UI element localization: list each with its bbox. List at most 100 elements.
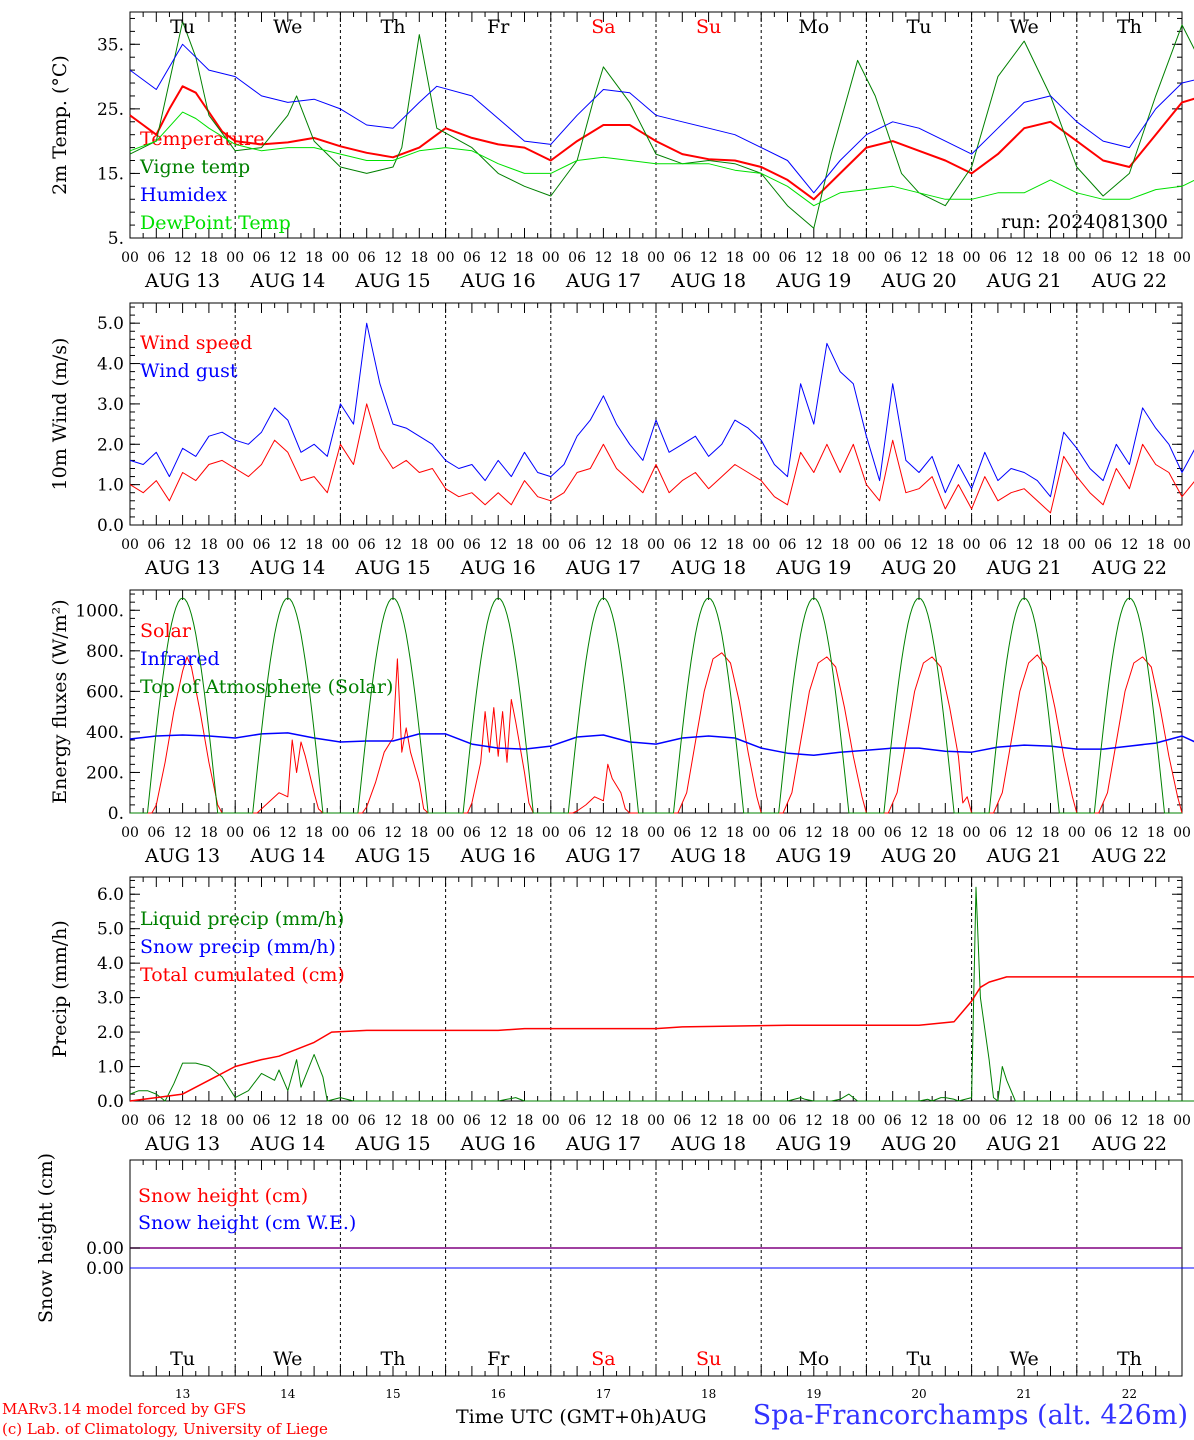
hour-tick-label: 18 <box>305 825 323 841</box>
hour-tick-label: 06 <box>989 1113 1007 1129</box>
hour-tick-label: 00 <box>1068 1113 1086 1129</box>
hour-tick-label: 18 <box>1042 537 1060 553</box>
hour-tick-label: 06 <box>779 537 797 553</box>
hour-tick-label: 12 <box>805 1113 823 1129</box>
hour-tick-label: 00 <box>1173 250 1191 266</box>
hour-tick-label: 18 <box>936 825 954 841</box>
hour-tick-label: 00 <box>752 537 770 553</box>
y-tick-label: 0.00 <box>86 1259 124 1279</box>
y-tick-label: 4.0 <box>97 355 124 375</box>
hour-tick-label: 18 <box>831 825 849 841</box>
hour-tick-label: 12 <box>279 825 297 841</box>
date-label: AUG 13 <box>144 1133 220 1155</box>
hour-tick-label: 06 <box>568 537 586 553</box>
hour-tick-label: 12 <box>279 250 297 266</box>
hour-tick-label: 12 <box>594 1113 612 1129</box>
hour-tick-label: 06 <box>884 537 902 553</box>
hour-tick-label: 12 <box>910 825 928 841</box>
legend-entry: Humidex <box>140 184 227 206</box>
y-tick-label: 0.00 <box>86 1239 124 1259</box>
date-label: AUG 21 <box>986 270 1062 292</box>
hour-tick-label: 12 <box>594 537 612 553</box>
day-number: 14 <box>280 1387 296 1401</box>
hour-tick-label: 00 <box>752 250 770 266</box>
legend-entry: DewPoint Temp <box>140 212 291 234</box>
legend-entry: Wind gust <box>140 360 238 382</box>
hour-tick-label: 12 <box>279 537 297 553</box>
hour-tick-label: 12 <box>174 250 192 266</box>
date-label: AUG 16 <box>460 270 536 292</box>
hour-tick-label: 06 <box>673 825 691 841</box>
y-tick-label: 15. <box>97 164 124 184</box>
legend-entry: Snow precip (mm/h) <box>140 936 336 958</box>
date-label: AUG 18 <box>670 845 746 867</box>
series-line <box>130 112 1194 219</box>
date-label: AUG 13 <box>144 845 220 867</box>
series-line <box>130 733 1194 755</box>
time-label: Time UTC (GMT+0h) <box>456 1406 662 1428</box>
series-line <box>130 323 1194 497</box>
hour-tick-label: 00 <box>121 537 139 553</box>
hour-tick-label: 06 <box>253 250 271 266</box>
date-label: AUG 15 <box>354 845 430 867</box>
y-axis-label: Precip (mm/h) <box>49 920 71 1058</box>
hour-tick-label: 12 <box>700 250 718 266</box>
hour-tick-label: 06 <box>147 250 165 266</box>
hour-tick-label: 12 <box>384 250 402 266</box>
hour-tick-label: 18 <box>410 1113 428 1129</box>
hour-tick-label: 12 <box>489 825 507 841</box>
hour-tick-label: 00 <box>647 537 665 553</box>
hour-tick-label: 12 <box>489 250 507 266</box>
hour-tick-label: 00 <box>437 537 455 553</box>
weekday-label: Tu <box>907 1348 932 1370</box>
hour-tick-label: 06 <box>1094 825 1112 841</box>
weekday-label: Su <box>696 1348 721 1370</box>
hour-tick-label: 18 <box>621 537 639 553</box>
day-number: 16 <box>491 1387 506 1401</box>
date-label: AUG 19 <box>775 270 851 292</box>
hour-tick-label: 18 <box>516 250 534 266</box>
date-label: AUG 20 <box>880 557 956 579</box>
lab-credit: (c) Lab. of Climatology, University of L… <box>2 1420 328 1438</box>
y-tick-label: 5. <box>108 229 124 249</box>
date-label: AUG 20 <box>880 270 956 292</box>
y-tick-label: 0.0 <box>97 516 124 536</box>
y-tick-label: 5.0 <box>97 314 124 334</box>
hour-tick-label: 00 <box>226 825 244 841</box>
y-tick-label: 35. <box>97 35 124 55</box>
hour-tick-label: 00 <box>857 537 875 553</box>
weekday-label: Mo <box>798 16 829 38</box>
hour-tick-label: 06 <box>358 250 376 266</box>
day-number: 19 <box>806 1387 821 1401</box>
weekday-label: We <box>273 16 302 38</box>
weekday-label: We <box>1010 16 1039 38</box>
hour-tick-label: 06 <box>1094 250 1112 266</box>
hour-tick-label: 12 <box>805 825 823 841</box>
legend-entry: Snow height (cm) <box>138 1185 308 1207</box>
hour-tick-label: 06 <box>779 825 797 841</box>
hour-tick-label: 00 <box>226 250 244 266</box>
hour-tick-label: 12 <box>594 250 612 266</box>
hour-tick-label: 06 <box>463 250 481 266</box>
hour-tick-label: 12 <box>1015 825 1033 841</box>
hour-tick-label: 18 <box>936 1113 954 1129</box>
month-label: AUG <box>662 1406 707 1428</box>
date-label: AUG 21 <box>986 557 1062 579</box>
hour-tick-label: 12 <box>384 825 402 841</box>
hour-tick-label: 18 <box>516 537 534 553</box>
hour-tick-label: 00 <box>437 825 455 841</box>
hour-tick-label: 00 <box>542 537 560 553</box>
hour-tick-label: 06 <box>253 537 271 553</box>
hour-tick-label: 00 <box>647 250 665 266</box>
hour-tick-label: 06 <box>779 1113 797 1129</box>
y-tick-label: 1.0 <box>97 476 124 496</box>
date-label: AUG 14 <box>249 1133 325 1155</box>
hour-tick-label: 12 <box>174 825 192 841</box>
hour-tick-label: 12 <box>384 537 402 553</box>
day-number: 22 <box>1122 1387 1137 1401</box>
legend-entry: Liquid precip (mm/h) <box>140 908 344 930</box>
hour-tick-label: 00 <box>1173 537 1191 553</box>
date-label: AUG 16 <box>460 845 536 867</box>
date-label: AUG 18 <box>670 270 746 292</box>
weekday-label: We <box>1010 1348 1039 1370</box>
